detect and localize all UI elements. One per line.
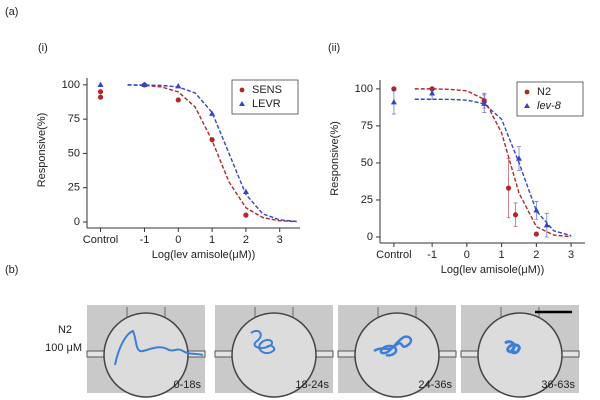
x-tick-label: 3 xyxy=(568,249,574,261)
point xyxy=(209,110,216,116)
fit-curve xyxy=(414,98,572,237)
point xyxy=(243,212,249,218)
point xyxy=(515,155,522,161)
point xyxy=(481,100,488,106)
frame: 24-36s xyxy=(337,304,457,398)
point xyxy=(543,221,550,228)
panel-label: (b) xyxy=(5,264,18,276)
point xyxy=(175,83,182,89)
x-tick-label: 1 xyxy=(209,234,215,246)
frame-label: 36-63s xyxy=(541,379,575,391)
legend-label: N2 xyxy=(537,86,551,98)
point xyxy=(512,212,519,218)
y-tick-label: 25 xyxy=(68,182,80,194)
panel-label: (a) xyxy=(5,6,18,18)
legend-label: SENS xyxy=(252,84,282,96)
point xyxy=(97,94,104,100)
panel-label: (i) xyxy=(38,42,48,54)
point xyxy=(533,231,539,237)
x-tick-label: -1 xyxy=(427,249,437,261)
frame-label: 18-24s xyxy=(295,379,329,391)
y-tick-label: 50 xyxy=(68,147,80,159)
x-tick-label: 1 xyxy=(499,249,505,261)
frame: 36-63s xyxy=(460,304,580,398)
point xyxy=(141,81,148,88)
x-axis-label: Log(lev amisole(μM)) xyxy=(152,249,256,261)
legend-marker xyxy=(239,101,245,106)
legend-marker xyxy=(239,87,245,93)
x-tick-label: 2 xyxy=(243,234,249,246)
fit-curve xyxy=(414,88,572,238)
y-tick-label: 0 xyxy=(74,216,80,228)
point xyxy=(97,89,104,95)
x-tick-label: 0 xyxy=(464,249,470,261)
x-tick-label: Control xyxy=(83,234,118,246)
x-tick-label: 2 xyxy=(533,249,539,261)
frame-label: 24-36s xyxy=(418,379,452,391)
panel-label: (ii) xyxy=(328,42,340,54)
y-tick-label: 75 xyxy=(68,113,80,125)
point xyxy=(175,97,181,103)
point xyxy=(209,137,215,143)
x-axis-label: Log(lev amisole(μM)) xyxy=(441,264,545,276)
y-axis-label: Responsive(%) xyxy=(36,113,48,188)
y-tick-label: 100 xyxy=(355,83,373,95)
legend-marker xyxy=(524,103,530,108)
point xyxy=(505,185,512,191)
y-tick-label: 25 xyxy=(361,194,373,206)
y-axis-label: Responsive(%) xyxy=(329,121,341,196)
point xyxy=(533,207,540,213)
y-tick-label: 100 xyxy=(62,79,80,91)
legend-box xyxy=(231,79,299,115)
y-tick-label: 75 xyxy=(361,120,373,132)
point xyxy=(429,90,436,96)
x-tick-label: -1 xyxy=(140,234,150,246)
y-tick-label: 0 xyxy=(367,231,373,243)
point xyxy=(97,81,104,88)
point xyxy=(390,99,397,105)
point xyxy=(242,188,249,195)
frame: 0-18s xyxy=(86,304,206,398)
legend-label: lev-8 xyxy=(537,100,562,112)
legend-marker xyxy=(524,89,530,95)
x-tick-label: 3 xyxy=(277,234,283,246)
frame: 18-24s xyxy=(214,304,334,398)
legend-box xyxy=(516,81,584,117)
x-tick-label: Control xyxy=(376,249,411,261)
frame-label: 0-18s xyxy=(173,379,201,391)
legend-label: LEVR xyxy=(252,98,281,110)
concentration-label: 100 μM xyxy=(45,342,82,354)
strain-label: N2 xyxy=(58,324,72,336)
x-tick-label: 0 xyxy=(175,234,181,246)
y-tick-label: 50 xyxy=(361,157,373,169)
